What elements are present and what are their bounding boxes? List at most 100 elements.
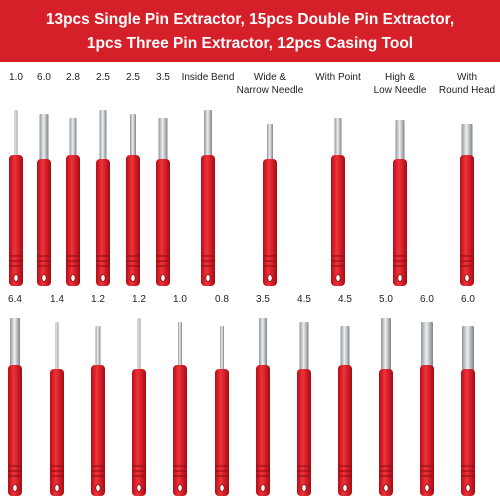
- tool-label: 1.0: [9, 72, 23, 83]
- handle-hole: [41, 274, 47, 282]
- tool: [132, 318, 146, 496]
- tool-handle: [156, 159, 170, 286]
- tool-tip: [10, 318, 20, 369]
- tool-handle: [50, 369, 64, 496]
- tool-tip: [69, 118, 77, 159]
- tool-tip: [421, 322, 433, 369]
- handle-hole: [342, 484, 348, 492]
- handle-hole: [177, 484, 183, 492]
- tool-tip: [95, 326, 101, 369]
- tool-tip: [334, 118, 342, 159]
- tool: [50, 322, 64, 496]
- tool-tip: [55, 322, 59, 373]
- handle-hole: [130, 274, 136, 282]
- handle-hole: [383, 484, 389, 492]
- handle-hole: [160, 274, 166, 282]
- tool-label: 6.4: [8, 294, 22, 305]
- tool-handle: [393, 159, 407, 286]
- tool-label: 4.5: [297, 294, 311, 305]
- tool-label: Round Head: [439, 85, 495, 96]
- tool: [256, 318, 270, 496]
- tool-tip: [14, 110, 18, 159]
- tool: [393, 120, 407, 286]
- tool: [156, 118, 170, 286]
- tool-tip: [381, 318, 391, 373]
- handle-hole: [95, 484, 101, 492]
- tool-tip: [204, 110, 212, 159]
- tool-tip: [267, 124, 273, 163]
- tool: [338, 326, 352, 496]
- handle-hole: [100, 274, 106, 282]
- handle-hole: [301, 484, 307, 492]
- tool-tip: [39, 114, 49, 163]
- tool-handle: [215, 369, 229, 496]
- tool-tip: [99, 110, 107, 163]
- handle-hole: [424, 484, 430, 492]
- handle-hole: [12, 484, 18, 492]
- tool-handle: [263, 159, 277, 286]
- tool-handle: [126, 155, 140, 286]
- tool-handle: [338, 365, 352, 496]
- tool-label: 3.5: [256, 294, 270, 305]
- handle-hole: [219, 484, 225, 492]
- handle-hole: [335, 274, 341, 282]
- tool-label: 2.8: [66, 72, 80, 83]
- tool: [201, 110, 215, 286]
- tool-tip: [462, 326, 474, 373]
- tool-handle: [460, 155, 474, 286]
- handle-hole: [260, 484, 266, 492]
- tool-handle: [256, 365, 270, 496]
- tool-handle: [37, 159, 51, 286]
- tool-label: 6.0: [461, 294, 475, 305]
- handle-hole: [465, 484, 471, 492]
- tool-label: Low Needle: [374, 85, 427, 96]
- handle-hole: [397, 274, 403, 282]
- tool-label: 1.2: [132, 294, 146, 305]
- tool: [420, 322, 434, 496]
- tool-tip: [178, 322, 182, 369]
- tool-handle: [420, 365, 434, 496]
- tool-label: Inside Bend: [182, 72, 235, 83]
- header-line: 13pcs Single Pin Extractor, 15pcs Double…: [46, 11, 454, 28]
- tool-label: 3.5: [156, 72, 170, 83]
- header-line: 1pcs Three Pin Extractor, 12pcs Casing T…: [87, 35, 413, 52]
- tool-handle: [66, 155, 80, 286]
- tool-label: 2.5: [96, 72, 110, 83]
- tool-label: Narrow Needle: [237, 85, 304, 96]
- header-banner: [0, 0, 500, 62]
- tool-label: High &: [385, 72, 415, 83]
- tool-handle: [297, 369, 311, 496]
- tool-label: 1.2: [91, 294, 105, 305]
- tool-label: 6.0: [420, 294, 434, 305]
- tool-handle: [461, 369, 475, 496]
- tool: [460, 124, 474, 286]
- tool: [9, 110, 23, 286]
- tool-tip: [299, 322, 309, 373]
- tool-tip: [130, 114, 136, 159]
- handle-hole: [136, 484, 142, 492]
- tool-label: 0.8: [215, 294, 229, 305]
- tool-tip: [340, 326, 350, 369]
- handle-hole: [464, 274, 470, 282]
- tool-handle: [331, 155, 345, 286]
- tool-handle: [201, 155, 215, 286]
- tool-label: 2.5: [126, 72, 140, 83]
- tool-tip: [158, 118, 168, 163]
- tool-label: 6.0: [37, 72, 51, 83]
- tool-label: 5.0: [379, 294, 393, 305]
- tool: [297, 322, 311, 496]
- tool-label: 1.0: [173, 294, 187, 305]
- tool-tip: [137, 318, 141, 373]
- tool-label: 1.4: [50, 294, 64, 305]
- tool: [8, 318, 22, 496]
- tool: [263, 124, 277, 286]
- tool-handle: [173, 365, 187, 496]
- tool: [379, 318, 393, 496]
- tool-handle: [96, 159, 110, 286]
- tool: [126, 114, 140, 286]
- tool-label: With: [457, 72, 477, 83]
- tool-label: With Point: [315, 72, 361, 83]
- tool: [91, 326, 105, 496]
- tool: [37, 114, 51, 286]
